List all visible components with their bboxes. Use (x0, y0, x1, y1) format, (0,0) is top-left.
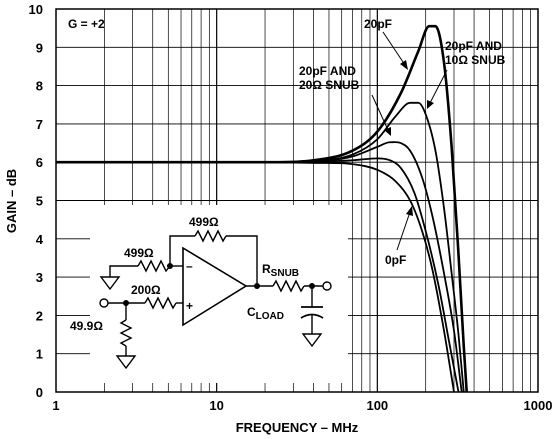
ground-symbol-1 (99, 276, 121, 291)
label-20ohm-line2: 20Ω SNUB (299, 78, 360, 92)
ground-symbol-2 (115, 355, 137, 370)
output-terminal (322, 281, 332, 291)
resistor-snub (272, 279, 305, 293)
leader-0pf (396, 211, 411, 251)
x-tick-label: 10 (209, 398, 223, 413)
leader-20pf (382, 31, 406, 66)
x-tick-label: 100 (366, 398, 388, 413)
capacitor-plate-bottom (300, 313, 324, 319)
label-rsnub: RSNUB (262, 262, 299, 279)
opamp-plus: + (186, 299, 193, 313)
amplifier-schematic: – + 499Ω 499Ω 200Ω 49.9Ω RSNUB (70, 205, 348, 383)
data-series (56, 24, 469, 393)
label-10ohm-line2: 10Ω SNUB (445, 53, 506, 67)
opamp-minus: – (186, 259, 193, 273)
leader-10ohm (429, 69, 448, 104)
arrow-0pf (406, 206, 413, 216)
feedback-wire (169, 235, 195, 266)
wire-ground-1 (109, 265, 138, 277)
y-tick-label: 10 (29, 2, 43, 17)
plot-frame (55, 8, 539, 393)
y-tick-labels: 0 1 2 3 4 5 6 7 8 9 10 (29, 2, 44, 400)
label-r-feedback: 499Ω (189, 215, 219, 229)
resistor-plus (144, 296, 177, 310)
x-tick-labels: 1 10 100 1000 (52, 398, 552, 413)
y-tick-label: 5 (36, 194, 43, 209)
node-output (254, 283, 260, 289)
label-0pf: 0pF (385, 253, 406, 267)
label-cload: CLOAD (247, 305, 284, 322)
x-tick-label: 1 (52, 398, 59, 413)
y-tick-label: 4 (36, 232, 44, 247)
schematic-background (90, 205, 348, 383)
y-tick-label: 7 (36, 117, 43, 132)
leader-20ohm (371, 94, 389, 131)
y-tick-label: 0 (36, 385, 43, 400)
ground-symbol-3 (301, 333, 323, 348)
resistor-input (137, 259, 171, 273)
resistor-term (119, 319, 133, 347)
y-tick-label: 9 (36, 40, 43, 55)
label-r-input: 499Ω (124, 246, 154, 260)
arrow-10ohm (427, 100, 434, 109)
y-tick-label: 1 (36, 347, 43, 362)
arrow-20pf (400, 60, 408, 70)
opamp-symbol (182, 246, 248, 327)
feedback-wire-out (226, 235, 258, 286)
label-r-plus: 200Ω (131, 283, 161, 297)
x-tick-label: 1000 (524, 398, 553, 413)
y-tick-label: 8 (36, 79, 43, 94)
label-20pf: 20pF (364, 17, 392, 31)
input-terminal (99, 298, 109, 308)
y-axis-label: GAIN – dB (4, 169, 19, 233)
label-r-term: 49.9Ω (70, 319, 103, 333)
resistor-feedback (194, 229, 227, 243)
y-tick-label: 6 (36, 155, 43, 170)
y-tick-label: 2 (36, 308, 43, 323)
series-line (56, 161, 455, 393)
gain-annotation: G = +2 (68, 17, 105, 31)
y-tick-label: 3 (36, 270, 43, 285)
arrow-20ohm (384, 127, 391, 136)
grid-lines (56, 9, 538, 392)
label-10ohm-line1: 20pF AND (445, 39, 502, 53)
x-axis-label: FREQUENCY – MHz (236, 420, 359, 435)
label-20ohm-line1: 20pF AND (299, 64, 356, 78)
